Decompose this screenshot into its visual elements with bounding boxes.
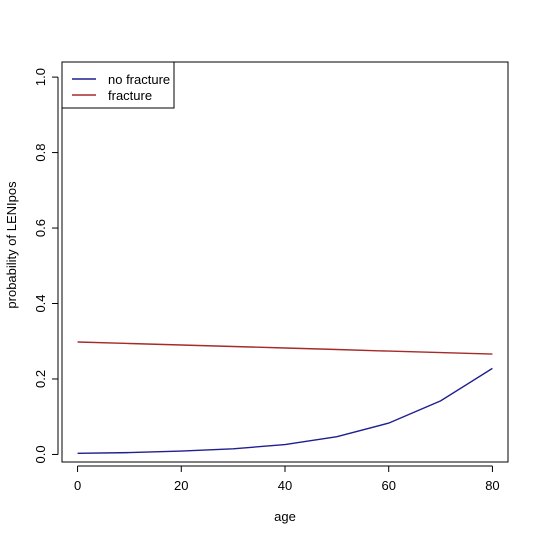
series-line-no-fracture — [77, 367, 493, 454]
legend: no fracture fracture — [61, 61, 175, 109]
x-tick-label: 80 — [485, 478, 499, 493]
y-tick-label: 0.0 — [33, 445, 48, 463]
y-tick-label: 0.8 — [33, 144, 48, 162]
series-layer — [77, 341, 493, 454]
y-tick-label: 0.6 — [33, 219, 48, 237]
y-tick-label: 1.0 — [33, 68, 48, 86]
x-tick-label: 60 — [381, 478, 395, 493]
x-tick-label: 0 — [74, 478, 81, 493]
y-tick-label: 0.2 — [33, 370, 48, 388]
legend-box — [61, 61, 175, 109]
y-tick-label: 0.4 — [33, 294, 48, 312]
x-axis: 0 20 40 60 80 — [74, 465, 500, 493]
y-axis-label: probability of LENIpos — [4, 181, 19, 309]
x-axis-label: age — [274, 509, 296, 524]
legend-label-no-fracture: no fracture — [108, 72, 170, 87]
y-axis: 0.0 0.2 0.4 0.6 0.8 1.0 — [33, 68, 59, 463]
legend-label-fracture: fracture — [108, 88, 152, 103]
series-line-fracture — [77, 341, 493, 355]
plot-frame — [61, 61, 509, 463]
x-tick-label: 20 — [174, 478, 188, 493]
x-tick-label: 40 — [278, 478, 292, 493]
